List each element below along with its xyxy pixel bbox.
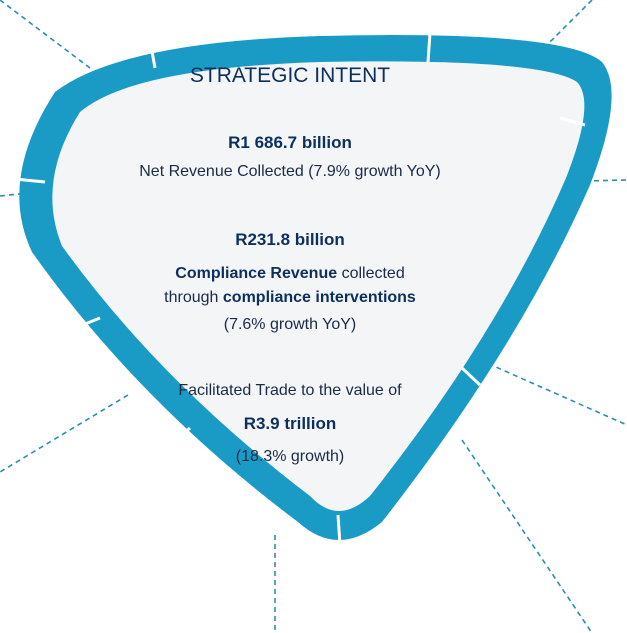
lead: Facilitated Trade to the value of	[178, 382, 402, 399]
note: (7.6% growth YoY)	[223, 316, 357, 333]
description: Net Revenue Collected (7.9% growth YoY)	[139, 163, 441, 180]
description: Compliance Revenue collected through com…	[90, 262, 490, 310]
figure: R231.8 billion	[235, 230, 345, 249]
title: STRATEGIC INTENT	[189, 64, 391, 87]
figure: R1 686.7 billion	[228, 133, 352, 152]
bold-text: Compliance Revenue	[175, 265, 338, 282]
bold-text: compliance interventions	[222, 289, 416, 306]
text: collected	[341, 265, 405, 282]
text: through	[164, 289, 219, 306]
note: (18.3% growth)	[235, 448, 345, 465]
figure: R3.9 trillion	[243, 414, 337, 433]
